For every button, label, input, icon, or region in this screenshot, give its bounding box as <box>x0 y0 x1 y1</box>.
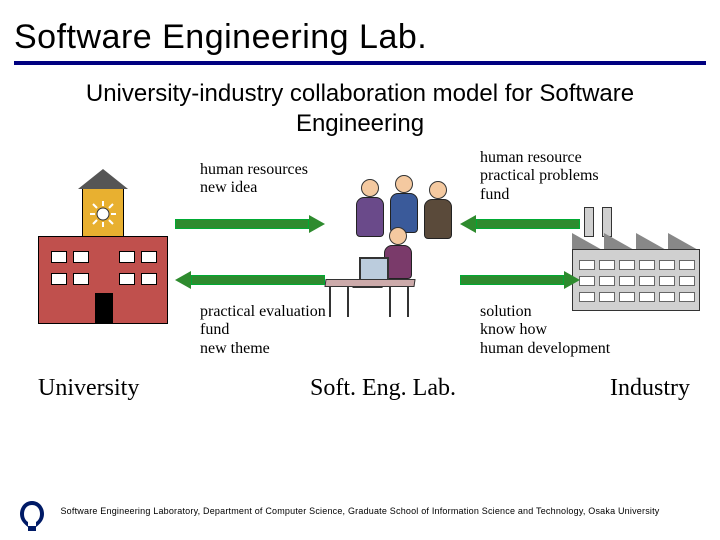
entity-university: University <box>38 375 139 402</box>
arrow-lab-to-industry <box>460 271 580 289</box>
footer-text: Software Engineering Laboratory, Departm… <box>0 506 720 516</box>
university-building-icon <box>38 169 168 324</box>
flow-label-bottom-right: solution know how human development <box>480 303 610 358</box>
flow-label-top-left: human resources new idea <box>200 161 308 198</box>
industry-building-icon <box>572 203 700 311</box>
osaka-univ-logo-icon <box>14 498 50 534</box>
page-title: Software Engineering Lab. <box>0 0 720 61</box>
flow-label-bottom-left: practical evaluation fund new theme <box>200 303 326 358</box>
subtitle: University-industry collaboration model … <box>0 65 720 139</box>
arrow-lab-to-uni <box>175 271 325 289</box>
collaboration-diagram: human resources new idea human resource … <box>0 145 720 435</box>
flow-label-top-right: human resource practical problems fund <box>480 149 599 204</box>
entity-industry: Industry <box>610 375 690 402</box>
entity-lab: Soft. Eng. Lab. <box>310 375 456 402</box>
arrow-industry-to-lab <box>460 215 580 233</box>
desk-computer-icon <box>325 257 415 319</box>
arrow-uni-to-lab <box>175 215 325 233</box>
